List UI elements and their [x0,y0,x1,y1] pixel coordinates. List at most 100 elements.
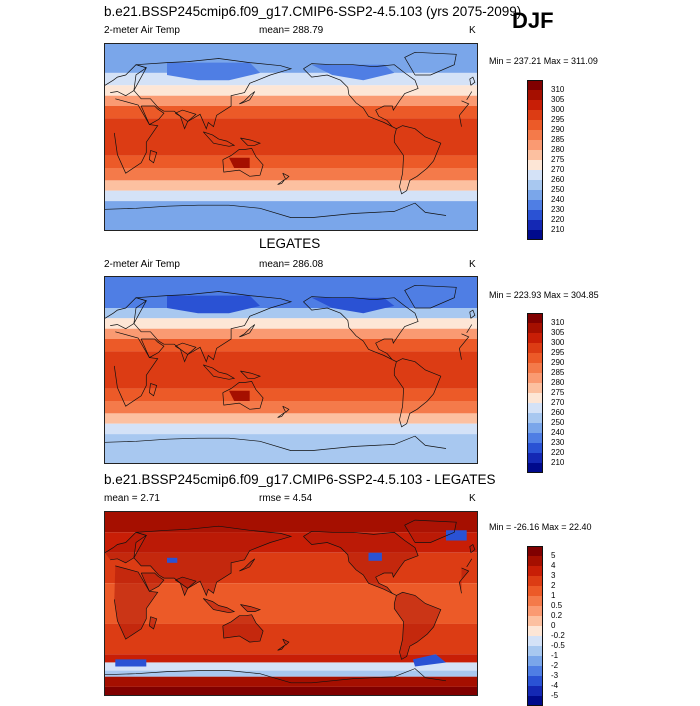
temperature-band [105,676,477,687]
land-fill [141,573,164,592]
colorbar-tick-label: -4 [551,681,559,690]
colorbar-tick-label: 220 [551,215,565,224]
negative-anomaly [446,530,467,541]
mean-label: mean= 288.79 [259,25,324,36]
temperature-band [105,388,477,401]
land-fill [149,616,157,629]
temperature-band [105,662,477,671]
mean-label: mean= 286.08 [259,259,324,270]
colorbar-tick-label: 305 [551,95,565,104]
coastline [282,405,290,413]
colorbar-tick-label: 250 [551,185,565,194]
land-fill [282,639,289,646]
coastline [140,572,165,592]
coastline [140,105,165,126]
temperature-band [105,180,477,191]
temperature-band [105,308,477,319]
coastline [113,565,470,640]
coastline [303,296,419,363]
rmse-label: rmse = 4.54 [259,493,313,504]
minmax-label: Min = 237.21 Max = 311.09 [489,56,598,66]
variable-label: 2-meter Air Temp [104,259,180,270]
colorbar-tick-label: 300 [551,105,565,114]
colorbar-tick-label: 300 [551,338,565,347]
temperature-band [105,401,477,414]
temperature-band [105,686,477,695]
minmax-label: Min = -26.16 Max = 22.40 [489,522,592,532]
colorbar-tick-label: 240 [551,195,565,204]
colorbar-tick-label: 0.2 [551,611,563,620]
hot-region [229,157,250,168]
colorbar-tick-label: 3 [551,571,556,580]
colorbar-tick-label: 0 [551,621,556,630]
coastline [239,91,256,105]
negative-anomaly [115,659,147,667]
colorbar-frame [527,80,543,240]
panel-title: b.e21.BSSP245cmip6.f09_g17.CMIP6-SSP2-4.… [104,4,522,19]
colorbar-tick-label: 220 [551,448,565,457]
coastline [202,131,236,147]
colorbar-tick-label: 260 [551,408,565,417]
temperature-band [105,413,477,424]
colorbar-tick-label: 275 [551,155,565,164]
colorbar-tick-label: 285 [551,368,565,377]
colorbar-tick-label: 295 [551,115,565,124]
land-fill [222,614,264,643]
temperature-band [105,118,477,156]
cold-region [311,64,395,81]
coastline [240,604,262,612]
coastline [175,109,197,130]
colorbar-tick-label: 305 [551,328,565,337]
coastline [393,591,442,660]
temperature-band [105,423,477,434]
coastline [303,530,419,596]
coastline [113,98,470,174]
map-diff [104,511,478,696]
temperature-band [105,318,477,329]
coastline [202,598,236,614]
coastline [222,381,264,410]
colorbar-tick-label: 230 [551,205,565,214]
units-label: K [469,25,476,36]
negative-anomaly [368,552,382,561]
land-fill [303,531,419,596]
temperature-band [105,201,477,230]
land-fill [133,526,291,596]
coastline [105,202,447,218]
coastline [277,644,286,651]
colorbar-tick-label: 0.5 [551,601,563,610]
coastline [469,309,476,319]
colorbar-tick-label: 270 [551,165,565,174]
colorbar-tick-label: 275 [551,388,565,397]
colorbar-tick-label: 310 [551,85,565,94]
map-canvas [105,512,477,695]
coastline [175,576,197,597]
coastline [133,291,293,363]
colorbar-tick-label: 240 [551,428,565,437]
colorbar-tick-label: 285 [551,135,565,144]
coastline [393,358,442,428]
coastline [277,179,286,185]
coastline [240,370,262,379]
temperature-band [105,328,477,339]
colorbar-tick-label: 260 [551,175,565,184]
temperature-band [105,155,477,168]
coastline [133,58,293,130]
map-model [104,43,478,231]
coastline [404,519,457,543]
colorbar-tick-label: 210 [551,225,565,234]
colorbar-frame [527,546,543,706]
colorbar-tick-label: 210 [551,458,565,467]
colorbar-tick-label: -0.2 [551,631,565,640]
units-label: K [469,259,476,270]
colorbar-tick-label: 295 [551,348,565,357]
map-canvas [105,44,477,230]
colorbar-tick-label: -5 [551,691,559,700]
colorbar-tick-label: 310 [551,318,565,327]
panel-title: LEGATES [259,236,321,251]
colorbar-tick-label: 2 [551,581,556,590]
temperature-band [105,654,477,663]
coastline [133,525,293,597]
coastline [240,137,262,146]
coastline [404,51,457,76]
